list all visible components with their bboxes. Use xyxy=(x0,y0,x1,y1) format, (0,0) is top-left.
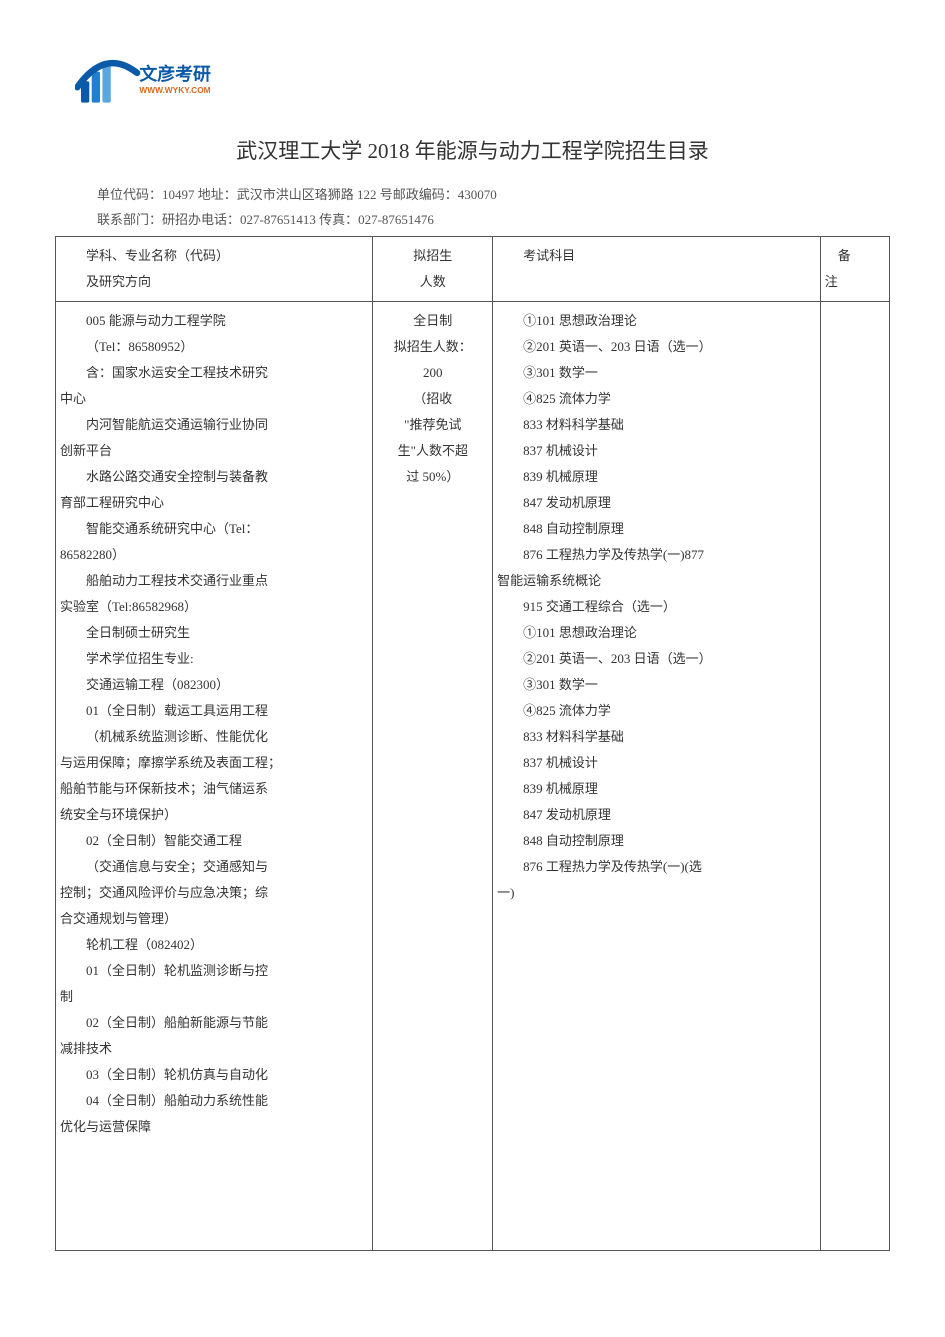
col1-line: 含：国家水运安全工程技术研究 xyxy=(60,360,368,386)
col1-line: （Tel：86580952） xyxy=(60,334,368,360)
col1-line: 交通运输工程（082300） xyxy=(60,672,368,698)
col2-line: （招收 xyxy=(377,386,488,412)
header-c2b: 人数 xyxy=(377,269,488,295)
header-c3: 考试科目 xyxy=(497,243,816,269)
header-info: 单位代码：10497 地址：武汉市洪山区珞狮路 122 号邮政编码：430070… xyxy=(97,183,890,232)
col3-line: 智能运输系统概论 xyxy=(497,568,816,594)
header-c1b: 及研究方向 xyxy=(60,269,368,295)
header-c1a: 学科、专业名称（代码） xyxy=(60,243,368,269)
body-col2: 全日制拟招生人数：200（招收"推荐免试生"人数不超过 50%） xyxy=(373,302,493,1251)
col1-line: 创新平台 xyxy=(60,438,368,464)
logo-svg: 文彦考研 WWW.WYKY.COM xyxy=(75,50,230,110)
col3-line: ④825 流体力学 xyxy=(497,386,816,412)
col3-line: ②201 英语一、203 日语（选一） xyxy=(497,646,816,672)
col1-line: 01（全日制）轮机监测诊断与控 xyxy=(60,958,368,984)
col2-line: "推荐免试 xyxy=(377,412,488,438)
col1-line: 04（全日制）船舶动力系统性能 xyxy=(60,1088,368,1114)
col1-line: 水路公路交通安全控制与装备教 xyxy=(60,464,368,490)
col3-line: 915 交通工程综合（选一） xyxy=(497,594,816,620)
col1-line: 控制；交通风险评价与应急决策；综 xyxy=(60,880,368,906)
col3-line: ③301 数学一 xyxy=(497,360,816,386)
col2-line: 拟招生人数： xyxy=(377,334,488,360)
col2-line: 全日制 xyxy=(377,308,488,334)
col1-line: 优化与运营保障 xyxy=(60,1114,368,1140)
header-col3: 考试科目 xyxy=(493,237,821,302)
col1-line: 轮机工程（082402） xyxy=(60,932,368,958)
table-header-row: 学科、专业名称（代码） 及研究方向 拟招生 人数 考试科目 备 注 xyxy=(56,237,890,302)
table-body-row: 005 能源与动力工程学院（Tel：86580952）含：国家水运安全工程技术研… xyxy=(56,302,890,1251)
col1-line: 船舶动力工程技术交通行业重点 xyxy=(60,568,368,594)
col1-line: 02（全日制）智能交通工程 xyxy=(60,828,368,854)
logo-brand-text: 文彦考研 xyxy=(139,63,211,84)
col1-line: 统安全与环境保护） xyxy=(60,802,368,828)
body-col4 xyxy=(820,302,889,1251)
col1-line: 01（全日制）载运工具运用工程 xyxy=(60,698,368,724)
col1-line: 育部工程研究中心 xyxy=(60,490,368,516)
col3-line: 848 自动控制原理 xyxy=(497,828,816,854)
body-col3: ①101 思想政治理论②201 英语一、203 日语（选一）③301 数学一④8… xyxy=(493,302,821,1251)
logo-url-text: WWW.WYKY.COM xyxy=(139,85,210,95)
col1-line: 船舶节能与环保新技术；油气储运系 xyxy=(60,776,368,802)
col1-line: 03（全日制）轮机仿真与自动化 xyxy=(60,1062,368,1088)
col1-line: 86582280） xyxy=(60,542,368,568)
col1-line: 内河智能航运交通运输行业协同 xyxy=(60,412,368,438)
col3-line: 一) xyxy=(497,880,816,906)
col3-line: 847 发动机原理 xyxy=(497,802,816,828)
header-col1: 学科、专业名称（代码） 及研究方向 xyxy=(56,237,373,302)
col1-line: （交通信息与安全；交通感知与 xyxy=(60,854,368,880)
col1-line: 中心 xyxy=(60,386,368,412)
col1-line: （机械系统监测诊断、性能优化 xyxy=(60,724,368,750)
col3-line: 839 机械原理 xyxy=(497,464,816,490)
col3-line: 837 机械设计 xyxy=(497,438,816,464)
header-c4b: 注 xyxy=(825,269,885,295)
col3-line: ②201 英语一、203 日语（选一） xyxy=(497,334,816,360)
header-c2a: 拟招生 xyxy=(377,243,488,269)
col1-line xyxy=(60,1140,368,1166)
col1-line xyxy=(60,1218,368,1244)
col3-line: 848 自动控制原理 xyxy=(497,516,816,542)
col1-line: 005 能源与动力工程学院 xyxy=(60,308,368,334)
col1-line: 智能交通系统研究中心（Tel： xyxy=(60,516,368,542)
info-line-2: 联系部门：研招办电话：027-87651413 传真：027-87651476 xyxy=(97,208,890,233)
header-c4a: 备 xyxy=(825,243,885,269)
col3-line: 847 发动机原理 xyxy=(497,490,816,516)
header-col4: 备 注 xyxy=(820,237,889,302)
col1-line xyxy=(60,1192,368,1218)
col2-line: 200 xyxy=(377,360,488,386)
col1-line: 与运用保障；摩擦学系统及表面工程； xyxy=(60,750,368,776)
col3-line: ③301 数学一 xyxy=(497,672,816,698)
col1-line: 制 xyxy=(60,984,368,1010)
col1-line: 减排技术 xyxy=(60,1036,368,1062)
col3-line: 876 工程热力学及传热学(一)877 xyxy=(497,542,816,568)
col1-line: 02（全日制）船舶新能源与节能 xyxy=(60,1010,368,1036)
col3-line: 833 材料科学基础 xyxy=(497,412,816,438)
body-col1: 005 能源与动力工程学院（Tel：86580952）含：国家水运安全工程技术研… xyxy=(56,302,373,1251)
col3-line: 833 材料科学基础 xyxy=(497,724,816,750)
catalog-table: 学科、专业名称（代码） 及研究方向 拟招生 人数 考试科目 备 注 005 能源 xyxy=(55,236,890,1251)
col3-line: ①101 思想政治理论 xyxy=(497,308,816,334)
col3-line: 876 工程热力学及传热学(一)(选 xyxy=(497,854,816,880)
col1-line: 学术学位招生专业: xyxy=(60,646,368,672)
col1-line: 合交通规划与管理） xyxy=(60,906,368,932)
col3-line: 837 机械设计 xyxy=(497,750,816,776)
col2-line: 过 50%） xyxy=(377,464,488,490)
col1-line xyxy=(60,1166,368,1192)
col3-line: ①101 思想政治理论 xyxy=(497,620,816,646)
col1-line: 全日制硕士研究生 xyxy=(60,620,368,646)
col2-line: 生"人数不超 xyxy=(377,438,488,464)
col3-line: ④825 流体力学 xyxy=(497,698,816,724)
col1-line: 实验室（Tel:86582968） xyxy=(60,594,368,620)
logo: 文彦考研 WWW.WYKY.COM xyxy=(75,50,890,115)
info-line-1: 单位代码：10497 地址：武汉市洪山区珞狮路 122 号邮政编码：430070 xyxy=(97,183,890,208)
header-col2: 拟招生 人数 xyxy=(373,237,493,302)
page-title: 武汉理工大学 2018 年能源与动力工程学院招生目录 xyxy=(55,135,890,165)
col3-line: 839 机械原理 xyxy=(497,776,816,802)
